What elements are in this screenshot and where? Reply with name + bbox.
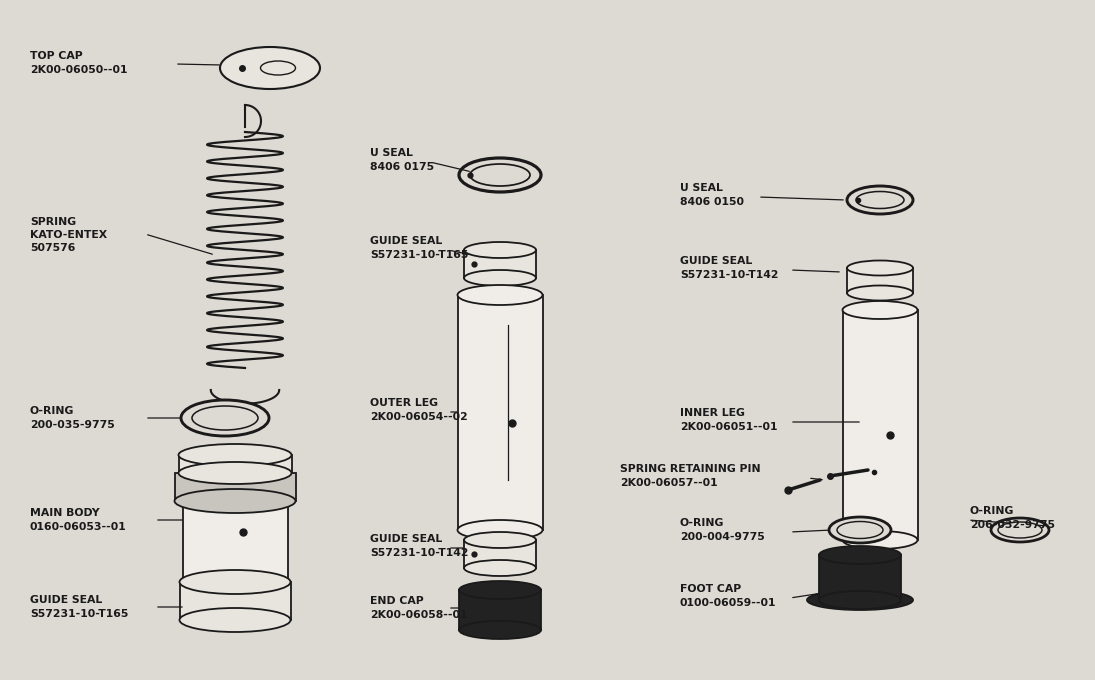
Ellipse shape bbox=[848, 186, 913, 214]
Bar bbox=[464, 250, 535, 278]
Ellipse shape bbox=[178, 462, 291, 484]
Text: INNER LEG
2K00-06051--01: INNER LEG 2K00-06051--01 bbox=[680, 409, 777, 432]
Bar bbox=[842, 310, 918, 540]
Ellipse shape bbox=[848, 260, 913, 275]
Text: U SEAL
8406 0150: U SEAL 8406 0150 bbox=[680, 184, 744, 207]
Ellipse shape bbox=[470, 164, 530, 186]
Ellipse shape bbox=[261, 61, 296, 75]
Ellipse shape bbox=[459, 581, 541, 599]
Text: END CAP
2K00-06058--01: END CAP 2K00-06058--01 bbox=[370, 596, 468, 619]
Text: GUIDE SEAL
S57231-10-T142: GUIDE SEAL S57231-10-T142 bbox=[680, 256, 779, 279]
Text: O-RING
206-032-9775: O-RING 206-032-9775 bbox=[970, 507, 1054, 530]
Text: GUIDE SEAL
S57231-10-T142: GUIDE SEAL S57231-10-T142 bbox=[370, 534, 469, 558]
Ellipse shape bbox=[464, 560, 535, 576]
Ellipse shape bbox=[819, 546, 901, 564]
Ellipse shape bbox=[459, 621, 541, 639]
Bar bbox=[180, 582, 290, 620]
Ellipse shape bbox=[192, 406, 258, 430]
Text: OUTER LEG
2K00-06054--02: OUTER LEG 2K00-06054--02 bbox=[370, 398, 468, 422]
Ellipse shape bbox=[183, 490, 288, 512]
Text: FOOT CAP
0100-06059--01: FOOT CAP 0100-06059--01 bbox=[680, 584, 776, 608]
Ellipse shape bbox=[807, 590, 913, 610]
Ellipse shape bbox=[464, 270, 535, 286]
Ellipse shape bbox=[842, 531, 918, 549]
Ellipse shape bbox=[458, 520, 542, 540]
Bar bbox=[183, 501, 288, 582]
Bar bbox=[819, 555, 901, 600]
Ellipse shape bbox=[842, 301, 918, 319]
Ellipse shape bbox=[464, 532, 535, 548]
Ellipse shape bbox=[848, 286, 913, 301]
Bar bbox=[848, 268, 913, 293]
Ellipse shape bbox=[458, 285, 542, 305]
Ellipse shape bbox=[459, 158, 541, 192]
Text: GUIDE SEAL
S57231-10-T165: GUIDE SEAL S57231-10-T165 bbox=[30, 596, 128, 619]
Text: O-RING
200-035-9775: O-RING 200-035-9775 bbox=[30, 407, 115, 430]
Bar bbox=[459, 590, 541, 630]
Ellipse shape bbox=[178, 444, 291, 466]
Ellipse shape bbox=[180, 570, 290, 594]
Ellipse shape bbox=[991, 518, 1049, 542]
Ellipse shape bbox=[183, 571, 288, 593]
Text: SPRING
KATO-ENTEX
507576: SPRING KATO-ENTEX 507576 bbox=[30, 217, 107, 253]
Text: GUIDE SEAL
S57231-10-T165: GUIDE SEAL S57231-10-T165 bbox=[370, 237, 469, 260]
Ellipse shape bbox=[829, 517, 891, 543]
Ellipse shape bbox=[174, 489, 296, 513]
Ellipse shape bbox=[819, 591, 901, 609]
Ellipse shape bbox=[181, 400, 269, 436]
Text: O-RING
200-004-9775: O-RING 200-004-9775 bbox=[680, 518, 764, 541]
Ellipse shape bbox=[220, 47, 320, 89]
Ellipse shape bbox=[837, 522, 883, 539]
Text: MAIN BODY
0160-06053--01: MAIN BODY 0160-06053--01 bbox=[30, 509, 127, 532]
Text: SPRING RETAINING PIN
2K00-06057--01: SPRING RETAINING PIN 2K00-06057--01 bbox=[620, 464, 761, 488]
Text: TOP CAP
2K00-06050--01: TOP CAP 2K00-06050--01 bbox=[30, 52, 127, 75]
Ellipse shape bbox=[180, 608, 290, 632]
Bar bbox=[174, 473, 296, 501]
Ellipse shape bbox=[464, 242, 535, 258]
Text: U SEAL
8406 0175: U SEAL 8406 0175 bbox=[370, 148, 434, 171]
Bar bbox=[464, 540, 535, 568]
Bar bbox=[178, 455, 291, 473]
Bar bbox=[458, 295, 542, 530]
Ellipse shape bbox=[998, 522, 1042, 538]
Ellipse shape bbox=[856, 192, 904, 209]
